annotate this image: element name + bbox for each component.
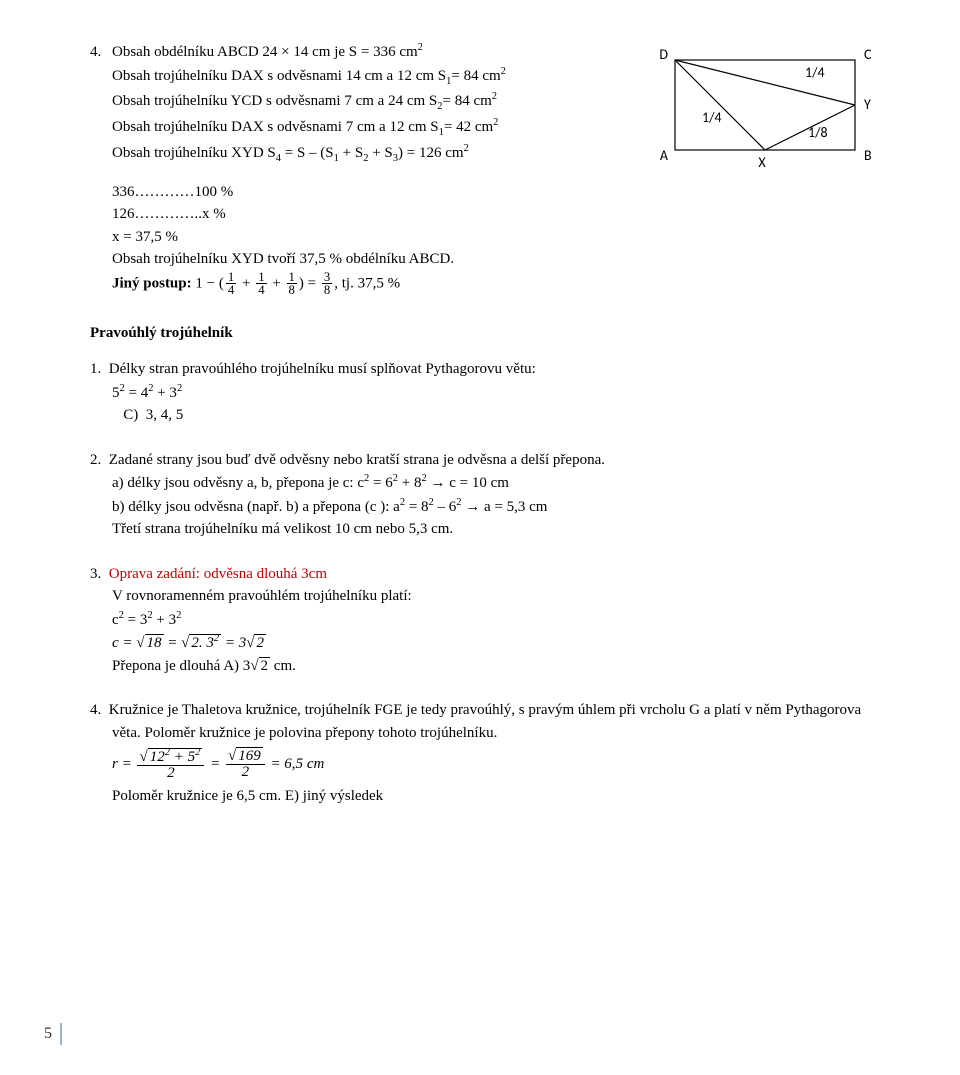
line: Obsah trojúhelníku DAX s odvěsnami 14 cm… (112, 64, 630, 90)
tail-text: Poloměr kružnice je 6,5 cm. E) jiný výsl… (112, 785, 890, 808)
postup-tail: , tj. 37,5 % (334, 275, 400, 291)
list-item: 1. Délky stran pravoúhlého trojúhelníku … (90, 358, 890, 427)
list-item: 3. Oprava zadání: odvěsna dlouhá 3cm V r… (90, 563, 890, 678)
item-number: 4. (90, 702, 101, 718)
item-number: 4. (90, 41, 112, 64)
vertex-c: C (864, 46, 872, 63)
calc-line: 126…………..x % (112, 203, 630, 226)
line: Obsah trojúhelníku XYD S4 = S – (S1 + S2… (112, 141, 630, 167)
body-text: Kružnice je Thaletova kružnice, trojúhel… (109, 702, 861, 741)
frac-label: 1/4 (702, 109, 722, 126)
list-item: 4. Kružnice je Thaletova kružnice, trojú… (90, 699, 890, 808)
vertex-a: A (660, 147, 669, 164)
frac-label: 1/8 (808, 124, 828, 141)
problem-list: 1. Délky stran pravoúhlého trojúhelníku … (90, 358, 890, 808)
correction-note: Oprava zadání: odvěsna dlouhá 3cm (109, 566, 327, 582)
calc-line: Obsah trojúhelníku XYD tvoří 37,5 % obdé… (112, 248, 630, 271)
calc-line: x = 37,5 % (112, 226, 630, 249)
alt-method: Jiný postup: 1 − (14 + 14 + 18) = 38, tj… (112, 271, 630, 298)
vertex-y: Y (864, 96, 871, 113)
problem-4-text: 4.Obsah obdélníku ABCD 24 × 14 cm je S =… (90, 40, 630, 297)
page-number: 5 (40, 1023, 62, 1045)
item-number: 1. (90, 361, 101, 377)
calc-line: 336…………100 % (112, 181, 630, 204)
postup-label: Jiný postup: (112, 275, 192, 291)
page: 4.Obsah obdélníku ABCD 24 × 14 cm je S =… (0, 0, 960, 1075)
item-number: 2. (90, 452, 101, 468)
section-title: Pravoúhlý trojúhelník (90, 325, 890, 342)
line: Obsah trojúhelníku DAX s odvěsnami 7 cm … (112, 115, 630, 141)
line: Obsah obdélníku ABCD 24 × 14 cm je S = 3… (112, 44, 423, 60)
list-item: 2. Zadané strany jsou buď dvě odvěsny ne… (90, 449, 890, 541)
vertex-x: X (758, 154, 766, 171)
item-number: 3. (90, 566, 101, 582)
rectangle-diagram: D C A B X Y 1/4 1/4 1/8 (650, 40, 890, 185)
problem-4-section: 4.Obsah obdélníku ABCD 24 × 14 cm je S =… (90, 40, 890, 297)
vertex-b: B (864, 147, 872, 164)
frac-label: 1/4 (805, 64, 825, 81)
vertex-d: D (659, 46, 668, 63)
line: Obsah trojúhelníku YCD s odvěsnami 7 cm … (112, 89, 630, 115)
